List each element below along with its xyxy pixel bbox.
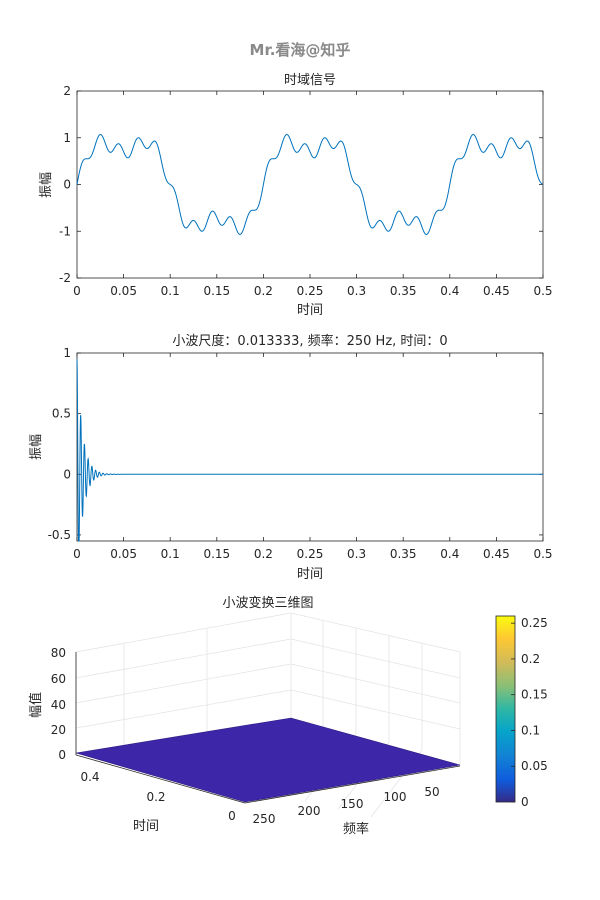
colorbar-tick-label: 0.2 bbox=[521, 652, 540, 666]
watermark-text: Mr.看海@知乎 bbox=[250, 41, 351, 59]
subplot2-axes-box bbox=[76, 352, 544, 542]
subplot1-y-tick-label: -2 bbox=[59, 271, 71, 285]
subplot2-xlabel: 时间 bbox=[297, 567, 323, 582]
subplot2-x-tick-label: 0.5 bbox=[533, 547, 552, 561]
frequency-tick-label: 250 bbox=[253, 812, 276, 826]
time-axis-ticks: 0 0.2 0.4 bbox=[80, 770, 235, 823]
time-axis-label: 时间 bbox=[133, 819, 159, 834]
subplot2-x-tick-label: 0.05 bbox=[110, 547, 137, 561]
subplot2-ticks: 0 0.05 0.1 0.15 0.2 0.25 0.3 0.35 0.4 0.45 0.5 -0.5… bbox=[48, 346, 553, 561]
z-axis-ticks: 0 20 40 60 80 bbox=[51, 646, 66, 762]
subplot2-x-tick-label: 0.4 bbox=[440, 547, 459, 561]
subplot2-x-tick-label: 0 bbox=[73, 547, 81, 561]
subplot2-y-tick-label: -0.5 bbox=[48, 528, 71, 542]
subplot1-x-tick-label: 0.05 bbox=[110, 284, 137, 298]
subplot1-xlabel: 时间 bbox=[297, 303, 323, 318]
subplot2-x-tick-label: 0.35 bbox=[390, 547, 417, 561]
subplot1-title: 时域信号 bbox=[284, 73, 336, 88]
subplot2-title: 小波尺度：0.013333, 频率：250 Hz, 时间：0 bbox=[172, 333, 447, 349]
subplot1-y-tick-label: 2 bbox=[63, 84, 71, 98]
subplot1-y-tick-label: -1 bbox=[59, 224, 71, 238]
subplot1-x-tick-label: 0.4 bbox=[440, 284, 459, 298]
subplot1-ticks: 0 0.05 0.1 0.15 0.2 0.25 0.3 0.35 0.4 0.45 0.5 -2 -1… bbox=[59, 84, 553, 298]
subplot2-y-tick-label: 0 bbox=[63, 467, 71, 481]
subplot1-x-tick-label: 0.35 bbox=[390, 284, 417, 298]
frequency-tick-label: 50 bbox=[424, 785, 439, 799]
subplot1-x-tick-label: 0.25 bbox=[297, 284, 324, 298]
subplot2-x-tick-label: 0.45 bbox=[483, 547, 510, 561]
frequency-tick-label: 200 bbox=[298, 804, 321, 818]
z-tick-label: 60 bbox=[51, 672, 66, 686]
wavelet-surface bbox=[75, 717, 461, 803]
subplot2-y-tick-label: 0.5 bbox=[52, 407, 71, 421]
subplot1-x-tick-label: 0.5 bbox=[533, 284, 552, 298]
surface-axis-lines bbox=[75, 652, 461, 804]
subplot-wavelet: 小波尺度：0.013333, 频率：250 Hz, 时间：0 0 0.05 0.1 0… bbox=[29, 333, 553, 582]
frequency-axis-ticks: 50 100 150 200 250 bbox=[253, 785, 440, 826]
subplot2-x-tick-label: 0.2 bbox=[254, 547, 273, 561]
colorbar-ticks: 0 0.05 0.1 0.15 0.2 0.25 bbox=[511, 616, 548, 809]
z-tick-label: 0 bbox=[58, 748, 66, 762]
subplot1-x-tick-label: 0.3 bbox=[347, 284, 366, 298]
z-tick-label: 40 bbox=[51, 698, 66, 712]
colorbar-tick-label: 0.05 bbox=[521, 759, 548, 773]
colorbar-tick-label: 0.15 bbox=[521, 688, 548, 702]
time-tick-label: 0.4 bbox=[80, 770, 99, 784]
z-axis-label: 幅值 bbox=[28, 692, 44, 718]
colorbar-tick-label: 0 bbox=[521, 795, 529, 809]
subplot2-ylabel: 振幅 bbox=[29, 434, 44, 460]
subplot-3d-surface: 小波变换三维图 bbox=[28, 595, 548, 837]
time-tick-label: 0 bbox=[228, 809, 236, 823]
subplot2-y-tick-label: 1 bbox=[63, 346, 71, 360]
subplot1-axes-box bbox=[76, 90, 544, 279]
z-tick-label: 80 bbox=[51, 646, 66, 660]
colorbar-tick-label: 0.1 bbox=[521, 723, 540, 737]
subplot2-x-tick-label: 0.1 bbox=[161, 547, 180, 561]
subplot1-x-tick-label: 0.45 bbox=[483, 284, 510, 298]
subplot1-x-tick-label: 0.15 bbox=[203, 284, 230, 298]
subplot2-x-tick-label: 0.15 bbox=[203, 547, 230, 561]
subplot1-x-tick-label: 0.2 bbox=[254, 284, 273, 298]
subplot3-title: 小波变换三维图 bbox=[222, 595, 313, 611]
subplot2-x-tick-label: 0.25 bbox=[297, 547, 324, 561]
colorbar bbox=[495, 615, 516, 803]
subplot2-x-tick-label: 0.3 bbox=[347, 547, 366, 561]
subplot1-y-tick-label: 0 bbox=[63, 178, 71, 192]
frequency-tick-label: 100 bbox=[384, 790, 407, 804]
subplot1-y-tick-label: 1 bbox=[63, 131, 71, 145]
time-tick-label: 0.2 bbox=[146, 790, 165, 804]
frequency-tick-label: 150 bbox=[341, 797, 364, 811]
subplot1-ylabel: 振幅 bbox=[39, 172, 54, 198]
time-signal-line bbox=[76, 134, 544, 235]
frequency-axis-label: 频率 bbox=[343, 821, 369, 837]
subplot-time-signal: 时域信号 0 0.05 0.1 0.15 0.2 0.25 0.3 0.35 0.4 0.45 0.… bbox=[39, 73, 553, 318]
subplot1-x-tick-label: 0.1 bbox=[161, 284, 180, 298]
z-tick-label: 20 bbox=[51, 723, 66, 737]
colorbar-tick-label: 0.25 bbox=[521, 616, 548, 630]
wavelet-line bbox=[76, 359, 543, 542]
subplot1-x-tick-label: 0 bbox=[73, 284, 81, 298]
